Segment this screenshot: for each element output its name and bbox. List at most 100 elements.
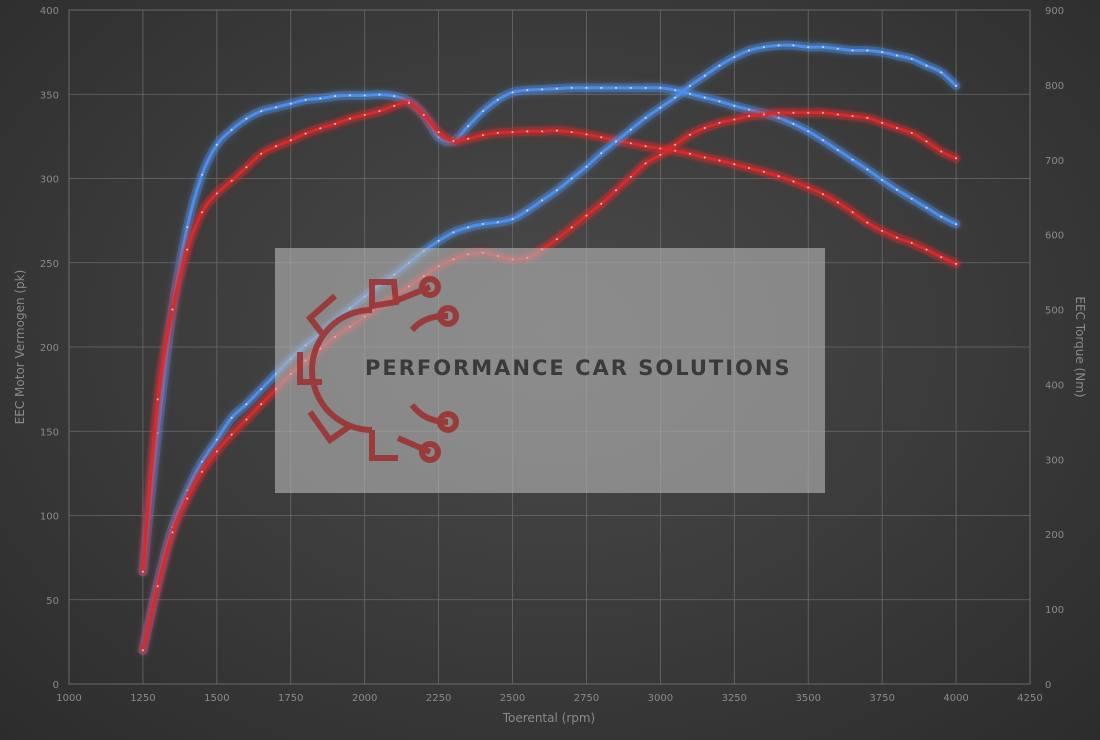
data-point: [274, 106, 277, 109]
data-point: [186, 226, 189, 229]
x-tick-label: 3500: [796, 693, 821, 704]
data-point: [570, 131, 573, 134]
data-point: [792, 111, 795, 114]
data-point: [895, 188, 898, 191]
data-point: [762, 46, 765, 49]
data-point: [674, 89, 677, 92]
data-point: [644, 86, 647, 89]
data-point: [245, 166, 248, 169]
data-point: [496, 131, 499, 134]
data-point: [600, 202, 603, 205]
data-point: [703, 126, 706, 129]
data-point: [851, 158, 854, 161]
data-point: [940, 256, 943, 259]
data-point: [230, 179, 233, 182]
left-tick-label: 150: [40, 427, 59, 438]
data-point: [881, 178, 884, 181]
data-point: [615, 86, 618, 89]
data-point: [688, 84, 691, 87]
data-point: [570, 226, 573, 229]
data-point: [674, 96, 677, 99]
data-point: [792, 122, 795, 125]
data-point: [215, 450, 218, 453]
data-point: [141, 649, 144, 652]
right-tick-label: 800: [1045, 81, 1064, 92]
data-point: [866, 221, 869, 224]
data-point: [511, 131, 514, 134]
data-point: [245, 403, 248, 406]
data-point: [659, 86, 662, 89]
data-point: [895, 54, 898, 57]
data-point: [585, 214, 588, 217]
right-tick-label: 100: [1045, 605, 1064, 616]
watermark: PERFORMANCE CAR SOLUTIONS: [275, 248, 825, 493]
data-point: [851, 211, 854, 214]
right-tick-label: 200: [1045, 530, 1064, 541]
data-point: [807, 46, 810, 49]
gear-logo-icon: [297, 276, 459, 463]
data-point: [467, 125, 470, 128]
data-point: [260, 388, 263, 391]
data-point: [319, 97, 322, 100]
data-point: [659, 147, 662, 150]
data-point: [733, 163, 736, 166]
data-point: [822, 193, 825, 196]
data-point: [201, 173, 204, 176]
data-point: [245, 117, 248, 120]
data-point: [881, 229, 884, 232]
data-point: [171, 531, 174, 534]
data-point: [289, 102, 292, 105]
data-point: [940, 215, 943, 218]
data-point: [792, 44, 795, 47]
data-point: [748, 49, 751, 52]
left-tick-label: 0: [53, 680, 59, 691]
data-point: [378, 93, 381, 96]
data-point: [555, 129, 558, 132]
series-1: [138, 83, 961, 577]
data-point: [260, 152, 263, 155]
data-point: [925, 206, 928, 209]
data-point: [289, 139, 292, 142]
data-point: [925, 248, 928, 251]
data-point: [866, 116, 869, 119]
data-point: [807, 111, 810, 114]
data-point: [822, 139, 825, 142]
data-point: [836, 201, 839, 204]
x-tick-label: 2500: [500, 693, 525, 704]
right-tick-label: 900: [1045, 6, 1064, 17]
right-tick-label: 500: [1045, 306, 1064, 317]
watermark-text: PERFORMANCE CAR SOLUTIONS: [365, 356, 792, 380]
data-point: [777, 175, 780, 178]
left-tick-label: 350: [40, 90, 59, 101]
data-point: [925, 64, 928, 67]
data-point: [526, 89, 529, 92]
data-point: [230, 416, 233, 419]
data-point: [644, 145, 647, 148]
data-point: [703, 156, 706, 159]
data-point: [910, 132, 913, 135]
data-point: [644, 162, 647, 165]
data-point: [940, 150, 943, 153]
data-point: [215, 192, 218, 195]
data-point: [526, 130, 529, 133]
data-point: [541, 88, 544, 91]
data-point: [541, 199, 544, 202]
data-point: [467, 226, 470, 229]
data-point: [511, 91, 514, 94]
watermark-panel: [275, 248, 825, 493]
x-tick-label: 3750: [869, 693, 894, 704]
data-point: [422, 113, 425, 116]
data-point: [659, 153, 662, 156]
x-tick-label: 1250: [130, 693, 155, 704]
data-point: [777, 116, 780, 119]
data-point: [688, 133, 691, 136]
data-point: [762, 113, 765, 116]
x-tick-label: 1750: [278, 693, 303, 704]
data-point: [777, 111, 780, 114]
data-point: [629, 86, 632, 89]
x-tick-label: 1500: [204, 693, 229, 704]
data-point: [348, 94, 351, 97]
data-point: [408, 101, 411, 104]
x-tick-label: 3250: [722, 693, 747, 704]
right-tick-label: 400: [1045, 380, 1064, 391]
